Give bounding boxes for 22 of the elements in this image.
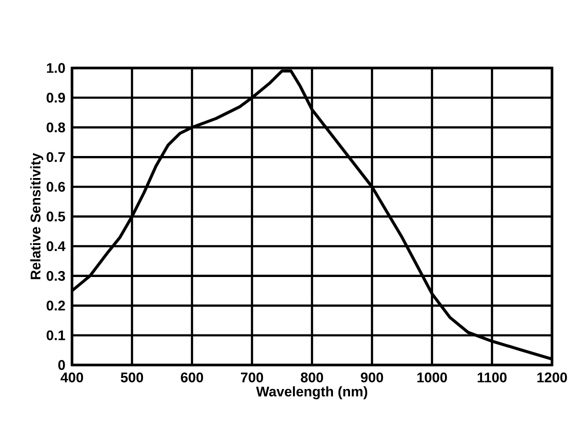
y-tick-label: 0.8 <box>46 122 66 132</box>
y-tick-label: 0.4 <box>46 241 66 252</box>
x-tick-label: 700 <box>240 372 264 382</box>
x-tick-label: 900 <box>360 372 384 382</box>
x-axis-title: Wavelength (nm) <box>256 386 368 400</box>
y-tick-label: 0 <box>58 360 65 370</box>
y-axis-title: Relative Sensitivity <box>30 153 44 280</box>
y-tick-label: 0.1 <box>46 330 66 340</box>
x-tick-label: 1000 <box>417 372 447 382</box>
x-tick-label: 500 <box>120 372 144 382</box>
x-tick-label: 1200 <box>537 372 567 382</box>
y-tick-label: 0.3 <box>46 270 65 281</box>
x-tick-label: 400 <box>60 372 84 382</box>
x-tick-label: 800 <box>300 372 324 382</box>
y-tick-label: 0.5 <box>46 212 66 222</box>
y-tick-label: 0.7 <box>46 152 65 162</box>
y-tick-label: 0.2 <box>46 300 65 311</box>
y-tick-label: 0.9 <box>46 92 65 103</box>
y-tick-label: 0.6 <box>46 182 65 192</box>
x-tick-label: 600 <box>180 372 204 382</box>
y-tick-label: 1.0 <box>46 63 65 73</box>
x-tick-label: 1100 <box>478 372 507 382</box>
